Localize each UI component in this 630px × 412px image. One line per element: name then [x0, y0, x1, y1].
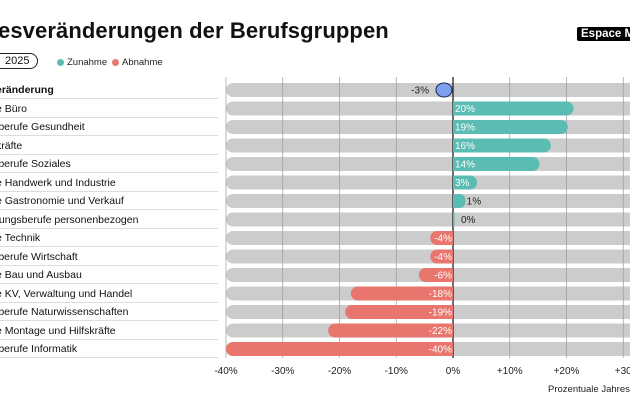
x-tick-label: -10%: [385, 366, 408, 377]
bar-decrease-base: [446, 342, 453, 356]
legend-dot-icon: [57, 59, 64, 66]
value-label: 20%: [455, 104, 475, 115]
value-label: -4%: [434, 234, 452, 245]
bar-increase: [453, 138, 551, 153]
chart-title: esveränderungen der Berufsgruppen: [0, 18, 389, 43]
category-label: e KV, Verwaltung und Handel: [0, 285, 218, 303]
bar-track: [226, 212, 630, 227]
bar-increase-base: [453, 194, 460, 208]
x-tick-label: +20%: [554, 366, 580, 377]
bar-increase: [453, 101, 574, 116]
bar-track: [226, 249, 630, 264]
legend-label: Zunahme: [67, 57, 108, 68]
bar-decrease: [418, 268, 453, 282]
value-label: 14%: [455, 160, 475, 171]
x-tick-label: -20%: [328, 366, 351, 377]
bar-decrease: [328, 323, 453, 338]
bar-increase: [453, 157, 540, 171]
category-label: e Bau und Ausbau: [0, 266, 218, 284]
value-label: -3%: [411, 86, 429, 97]
value-label: 0%: [461, 215, 476, 226]
legend-item-decrease: Abnahme: [112, 57, 163, 68]
x-tick-label: 0%: [446, 366, 461, 377]
value-label: 16%: [455, 141, 475, 152]
bar-zero: [453, 212, 455, 227]
bar-decrease: [226, 342, 453, 356]
bar-increase-base: [453, 157, 460, 171]
category-label: lberufe Wirtschaft: [0, 248, 218, 266]
bar-increase-base: [453, 120, 460, 134]
bar-track: [226, 83, 630, 97]
brand-badge: Espace M: [577, 27, 630, 41]
value-label: -40%: [429, 345, 452, 356]
bar-decrease-base: [446, 305, 453, 319]
category-label: lberufe Gesundheit: [0, 118, 218, 136]
value-label: -4%: [434, 252, 452, 263]
value-label: -18%: [429, 289, 452, 300]
bar-decrease: [345, 305, 453, 319]
category-label: e Gastronomie und Verkauf: [0, 192, 218, 210]
year-selector[interactable]: 2025: [0, 53, 39, 69]
category-label: e Technik: [0, 229, 218, 247]
bar-track: [226, 194, 630, 208]
category-label: e Handwerk und Industrie: [0, 174, 218, 192]
x-tick-label: -40%: [214, 366, 237, 377]
bar-decrease-base: [446, 323, 453, 338]
category-label: eränderung: [0, 81, 218, 99]
total-marker: [435, 82, 453, 98]
bar-decrease-base: [446, 249, 453, 264]
legend-item-increase: Zunahme: [57, 57, 107, 68]
value-label: 1%: [467, 197, 482, 208]
category-label: lberufe Naturwissenschaften: [0, 303, 218, 321]
bar-decrease: [350, 286, 453, 301]
category-label: e Montage und Hilfskräfte: [0, 322, 218, 340]
x-tick-label: +10%: [497, 366, 523, 377]
x-tick-label: -30%: [271, 366, 294, 377]
bar-track: [226, 120, 630, 134]
x-tick-label: +30: [615, 366, 630, 377]
bar-decrease-base: [446, 268, 453, 282]
legend-label: Abnahme: [122, 57, 163, 68]
legend-dot-icon: [112, 59, 119, 66]
bar-track: [226, 138, 630, 153]
bar-increase-base: [453, 101, 460, 116]
bar-decrease-base: [446, 286, 453, 301]
value-label: -19%: [429, 308, 452, 319]
category-label: lberufe Informatik: [0, 340, 218, 358]
bar-track: [226, 157, 630, 171]
bar-increase-base: [453, 138, 460, 153]
bar-increase: [453, 120, 568, 134]
value-label: 3%: [455, 178, 470, 189]
category-label: tungsberufe personenbezogen: [0, 211, 218, 229]
bar-track: [226, 231, 630, 245]
value-label: -22%: [429, 326, 452, 337]
category-label: lberufe Soziales: [0, 155, 218, 173]
value-label: -6%: [434, 271, 452, 282]
bar-track: [226, 175, 630, 190]
value-label: 19%: [455, 123, 475, 134]
category-label: e Büro: [0, 100, 218, 118]
bar-increase-base: [453, 175, 460, 190]
bar-decrease-base: [446, 231, 453, 245]
x-axis-title: Prozentuale Jahresv: [548, 384, 630, 395]
category-label: kräfte: [0, 137, 218, 155]
